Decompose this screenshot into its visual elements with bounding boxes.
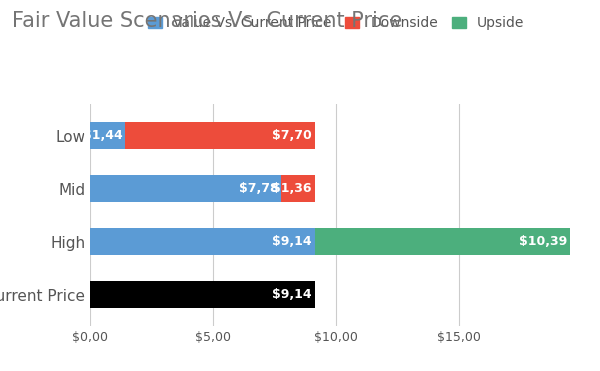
Text: $7,70: $7,70 (272, 129, 312, 142)
Bar (90, 122, 125, 149)
Text: $1,36: $1,36 (272, 182, 312, 195)
Text: $10,39: $10,39 (519, 235, 568, 248)
Bar (315, 229, 571, 255)
Bar (90, 175, 281, 202)
Text: $1,44: $1,44 (83, 129, 122, 142)
Text: $9,14: $9,14 (272, 288, 311, 301)
Text: Fair Value Scenarios Vs. Current Price: Fair Value Scenarios Vs. Current Price (12, 11, 402, 31)
Text: $7,78: $7,78 (239, 182, 278, 195)
Bar (90, 229, 315, 255)
Bar (90, 282, 315, 308)
Text: $9,14: $9,14 (272, 235, 312, 248)
Bar (125, 122, 315, 149)
Bar (281, 175, 315, 202)
Legend: Value Vs. Current Price, Downside, Upside: Value Vs. Current Price, Downside, Upsid… (142, 11, 530, 36)
